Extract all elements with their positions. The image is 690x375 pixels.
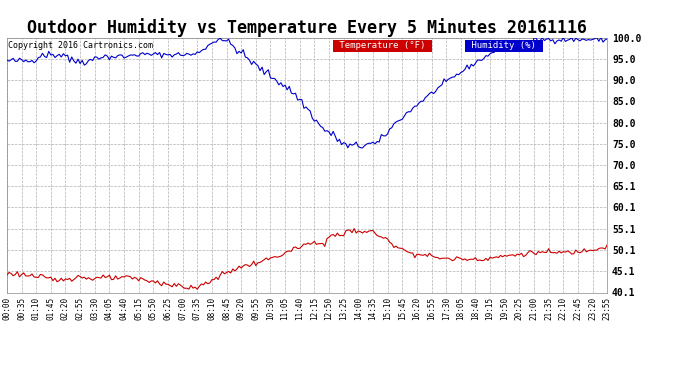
Title: Outdoor Humidity vs Temperature Every 5 Minutes 20161116: Outdoor Humidity vs Temperature Every 5 …	[27, 18, 587, 38]
Text: Humidity (%): Humidity (%)	[466, 41, 542, 50]
Text: Temperature (°F): Temperature (°F)	[334, 41, 431, 50]
Text: Copyright 2016 Cartronics.com: Copyright 2016 Cartronics.com	[8, 41, 153, 50]
